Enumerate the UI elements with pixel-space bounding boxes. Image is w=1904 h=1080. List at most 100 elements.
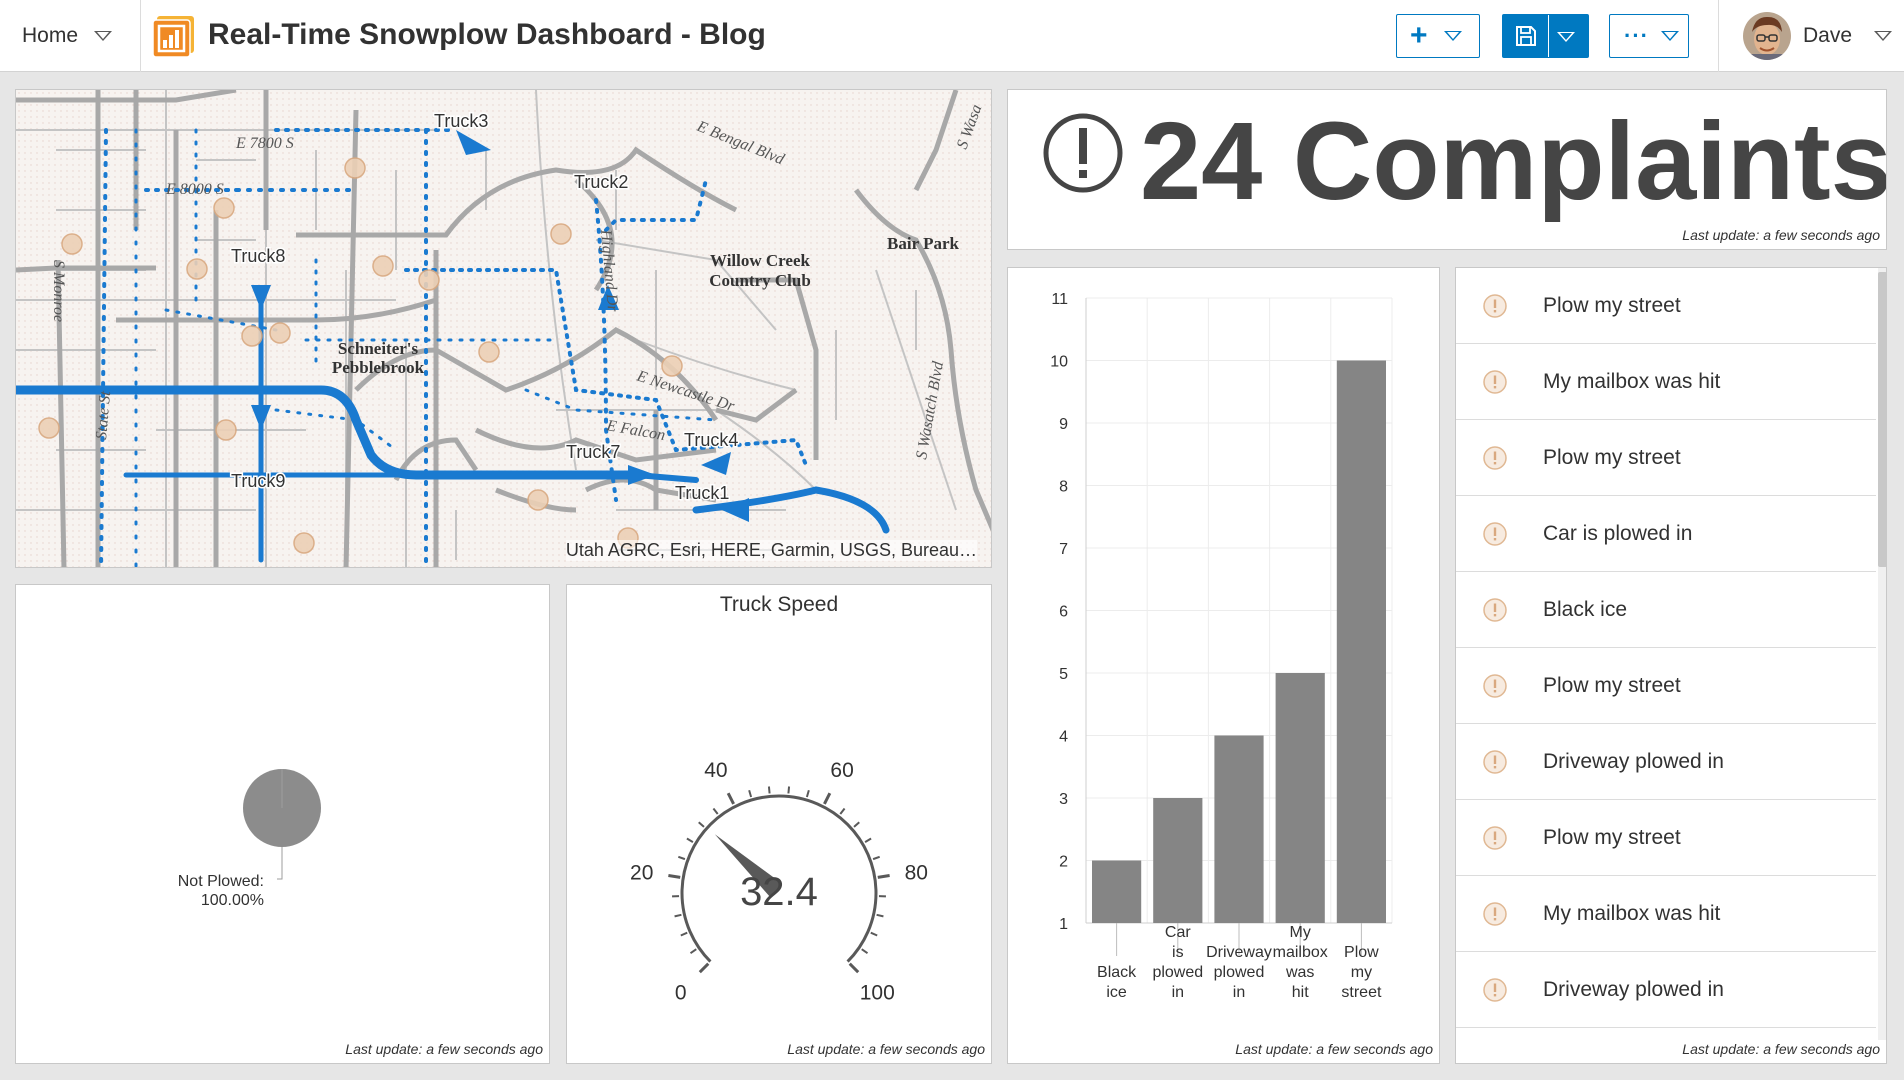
warning-circle-icon xyxy=(1483,597,1507,622)
x-tick-label: is xyxy=(1172,944,1184,961)
dashboard-logo-icon xyxy=(152,16,194,58)
gauge-tick xyxy=(689,948,697,954)
gauge-tick-label: 0 xyxy=(675,981,687,1004)
gauge-tick xyxy=(680,931,688,937)
map-attribution[interactable]: Utah AGRC, Esri, HERE, Garmin, USGS, Bur… xyxy=(565,540,977,561)
list-item-text: Driveway plowed in xyxy=(1543,977,1724,1001)
y-tick-label: 6 xyxy=(1059,604,1068,621)
warning-circle-icon xyxy=(1043,113,1123,193)
y-tick-label: 1 xyxy=(1059,916,1068,933)
chevron-down-icon xyxy=(1874,31,1893,41)
street-label: E 7800 S xyxy=(235,135,294,152)
truck-label[interactable]: Truck8 xyxy=(230,245,287,268)
list-item[interactable]: My mailbox was hit xyxy=(1456,876,1876,952)
list-item[interactable]: Black ice xyxy=(1456,572,1876,648)
save-button[interactable] xyxy=(1502,14,1589,58)
save-split-divider xyxy=(1548,15,1549,57)
user-name: Dave xyxy=(1803,24,1853,47)
list-item[interactable]: Plow my street xyxy=(1456,420,1876,496)
list-scrollbar[interactable] xyxy=(1878,268,1886,1040)
complaints-indicator-panel: 24 Complaints Last update: a few seconds… xyxy=(1007,89,1887,250)
bar[interactable] xyxy=(1092,860,1142,924)
street-label: E 8000 S xyxy=(165,181,224,198)
map-panel[interactable]: E 7800 S E 8000 S E Bengal Blvd E Newcas… xyxy=(15,89,992,568)
place-label: Schneiter's xyxy=(338,339,419,358)
dashboard-title: Real-Time Snowplow Dashboard - Blog xyxy=(208,18,766,51)
plus-icon: + xyxy=(1410,19,1428,52)
list-item-text: My mailbox was hit xyxy=(1543,369,1721,393)
list-item[interactable]: Plow my street xyxy=(1456,800,1876,876)
list-item[interactable]: Driveway plowed in xyxy=(1456,952,1876,1028)
user-menu[interactable]: Dave xyxy=(1718,0,1904,72)
gauge-tick xyxy=(870,931,878,937)
gauge-tick xyxy=(853,821,860,828)
list-item[interactable]: My mailbox was hit xyxy=(1456,344,1876,420)
save-icon xyxy=(1516,26,1536,46)
list-item-text: Plow my street xyxy=(1543,825,1681,849)
gauge-tick-label: 100 xyxy=(860,981,895,1004)
truck-label[interactable]: Truck1 xyxy=(674,482,731,505)
warning-circle-icon xyxy=(1483,749,1507,774)
x-tick-label: Driveway xyxy=(1206,944,1272,961)
gauge-ticks xyxy=(668,786,890,974)
truck-label[interactable]: Truck7 xyxy=(565,441,622,464)
bar[interactable] xyxy=(1275,673,1325,923)
pie-chart-panel: Not Plowed: 100.00% Last update: a few s… xyxy=(15,584,550,1064)
truck-label[interactable]: Truck2 xyxy=(573,171,630,194)
truck-label[interactable]: Truck9 xyxy=(230,470,287,493)
map-canvas[interactable]: E 7800 S E 8000 S E Bengal Blvd E Newcas… xyxy=(16,90,992,568)
gauge-tick xyxy=(698,962,710,974)
gauge-tick xyxy=(805,789,810,798)
x-tick-label: was xyxy=(1285,964,1314,981)
gauge-tick xyxy=(848,962,860,974)
x-tick-label: Plow xyxy=(1344,944,1379,961)
truck-label[interactable]: Truck3 xyxy=(433,110,490,133)
list-item[interactable]: Driveway plowed in xyxy=(1456,724,1876,800)
gauge-tick xyxy=(698,821,705,828)
list-scroll-thumb[interactable] xyxy=(1878,272,1886,567)
gauge-tick-label: 20 xyxy=(630,861,653,884)
warning-circle-icon xyxy=(1483,293,1507,318)
gauge-panel: Truck Speed 0 20 40 60 80 100 32.4 Last … xyxy=(566,584,992,1064)
x-tick-label: plowed xyxy=(1214,964,1265,981)
gauge-needle xyxy=(714,834,783,897)
bar[interactable] xyxy=(1153,798,1203,923)
list-item[interactable]: Plow my street xyxy=(1456,648,1876,724)
gauge-tick-label: 40 xyxy=(704,759,727,782)
gauge-tick xyxy=(787,786,791,794)
gauge-tick xyxy=(872,855,881,861)
gauge-tick xyxy=(748,789,753,798)
complaints-count: 24 Complaints xyxy=(1140,100,1887,223)
list-item-text: Plow my street xyxy=(1543,673,1681,697)
y-tick-label: 11 xyxy=(1051,291,1068,308)
home-menu-button[interactable]: Home xyxy=(0,0,141,72)
gauge-title: Truck Speed xyxy=(719,593,839,616)
y-tick-label: 8 xyxy=(1059,479,1068,496)
list-item[interactable]: Plow my street xyxy=(1456,268,1876,344)
chevron-down-icon[interactable] xyxy=(1557,32,1575,42)
y-tick-label: 3 xyxy=(1059,791,1068,808)
bar[interactable] xyxy=(1214,735,1264,924)
more-options-button[interactable]: ··· xyxy=(1609,14,1689,58)
header-bar: Home Real-Time Snowplow Dashboard - Blog… xyxy=(0,0,1904,72)
list-item[interactable]: Car is plowed in xyxy=(1456,496,1876,572)
x-tick-label: plowed xyxy=(1152,964,1203,981)
warning-circle-icon xyxy=(1483,369,1507,394)
gauge-tick-label: 80 xyxy=(905,861,928,884)
place-label: Country Club xyxy=(709,271,811,290)
truck-label[interactable]: Truck4 xyxy=(683,429,740,452)
chevron-down-icon xyxy=(1443,31,1462,41)
gauge-tick xyxy=(839,807,846,815)
gauge-tick xyxy=(712,807,719,815)
pie-chart: Not Plowed: 100.00% xyxy=(178,769,321,909)
list-item-text: Plow my street xyxy=(1543,293,1681,317)
gauge-tick xyxy=(686,837,694,843)
gauge-tick xyxy=(726,792,735,805)
bar[interactable] xyxy=(1336,360,1386,924)
add-element-button[interactable]: + xyxy=(1396,14,1480,58)
gauge-tick xyxy=(876,913,884,918)
last-update-text: Last update: a few seconds ago xyxy=(345,1041,543,1057)
gauge-tick xyxy=(767,786,771,794)
list-item-text: Plow my street xyxy=(1543,445,1681,469)
